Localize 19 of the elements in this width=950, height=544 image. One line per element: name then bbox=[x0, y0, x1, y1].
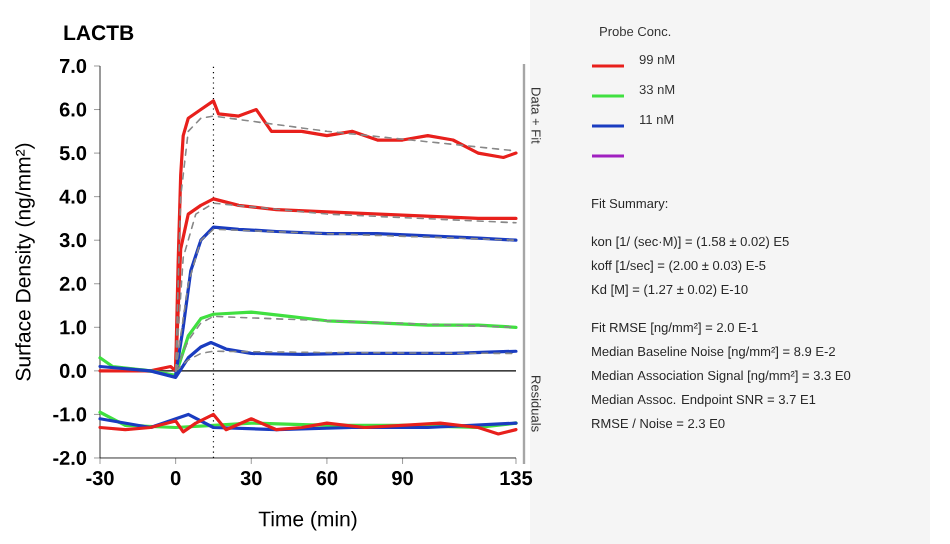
y-tick-label: 2.0 bbox=[59, 276, 87, 291]
x-tick-label: 90 bbox=[392, 471, 413, 486]
y-axis-title: Surface Density (ng/mm²) bbox=[15, 143, 35, 381]
x-axis-title: Time (min) bbox=[258, 510, 357, 531]
y-tick-label: 0.0 bbox=[59, 363, 87, 378]
y-tick-label: 1.0 bbox=[60, 320, 87, 335]
y-tick-label: 3.0 bbox=[59, 233, 87, 248]
y-tick-label: 5.0 bbox=[59, 146, 87, 161]
y-tick-label: 6.0 bbox=[59, 102, 87, 117]
y-tick-label: -2.0 bbox=[53, 450, 87, 466]
x-tick-label: 0 bbox=[170, 471, 181, 486]
y-tick-label: 4.0 bbox=[59, 189, 87, 204]
x-tick-label: 135 bbox=[500, 471, 533, 486]
y-tick-label: 7.0 bbox=[59, 58, 87, 74]
x-tick-label: 60 bbox=[316, 471, 338, 486]
chart-title: LACTB bbox=[64, 25, 134, 41]
y-tick-label: -1.0 bbox=[53, 407, 87, 422]
x-tick-label: 30 bbox=[240, 471, 262, 486]
x-tick-label: -30 bbox=[86, 471, 114, 486]
